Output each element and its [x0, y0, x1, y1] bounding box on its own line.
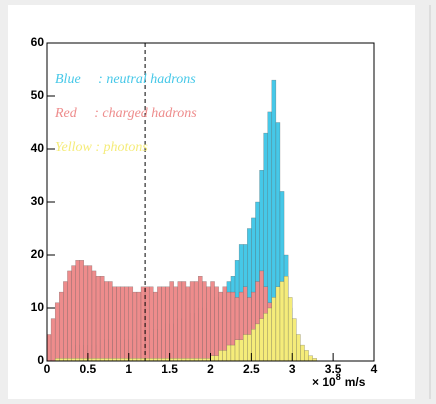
histogram-bar	[108, 281, 113, 362]
histogram-bar	[124, 286, 129, 362]
legend-entry: Blue : neutral hadrons	[55, 72, 196, 87]
histogram-bar	[247, 334, 252, 362]
histogram-bar	[263, 313, 268, 362]
histogram-bar	[59, 291, 64, 362]
histogram-bar	[185, 286, 191, 362]
histogram-bar	[157, 286, 162, 362]
histogram-bar	[91, 270, 97, 362]
histogram-bar	[308, 355, 313, 362]
histogram-bar	[198, 276, 203, 362]
histogram-bar	[128, 286, 134, 362]
histogram-bar	[267, 307, 273, 362]
histogram-bar	[173, 286, 178, 362]
histogram-bar	[292, 318, 297, 362]
histogram-bar	[189, 281, 195, 362]
histogram-bar	[75, 260, 80, 362]
x-tick-label: 3.5	[325, 362, 342, 376]
histogram-bar	[226, 344, 232, 362]
y-tick-label: 10	[31, 300, 45, 314]
histogram-bar	[46, 334, 52, 362]
histogram-bar	[214, 286, 219, 362]
histogram-bar	[234, 339, 240, 362]
histogram-bar	[148, 286, 154, 362]
histogram-bar	[99, 276, 105, 362]
histogram-bar	[210, 355, 215, 362]
histogram-bar	[279, 281, 285, 362]
histogram-bar	[300, 344, 305, 362]
histogram-bar	[259, 318, 264, 362]
x-label-unit: m/s	[345, 375, 366, 389]
y-tick-label: 20	[31, 247, 45, 261]
y-tick-label: 40	[31, 141, 45, 155]
histogram-bar	[218, 350, 223, 362]
histogram-bar	[193, 281, 199, 362]
histogram-bar	[116, 286, 121, 362]
x-tick-label: 0.5	[80, 362, 97, 376]
histogram-bar	[140, 286, 146, 362]
histogram-bar	[222, 350, 228, 362]
histogram-bar	[104, 281, 109, 362]
histogram-bar	[287, 297, 293, 362]
histogram-bar	[95, 276, 101, 362]
histogram-bar	[181, 281, 187, 362]
legend-entry: Yellow : photons	[55, 140, 148, 155]
histogram-bar	[169, 281, 174, 362]
histogram-bar	[210, 281, 215, 362]
histogram-bar	[202, 281, 207, 362]
histogram-bar	[214, 355, 219, 362]
y-tick-label: 60	[31, 35, 45, 49]
x-label-exponent: 8	[336, 372, 341, 382]
histogram-bar	[132, 291, 138, 362]
histogram-bar	[283, 276, 289, 362]
histogram-bar	[153, 291, 158, 362]
histogram-bar	[136, 291, 142, 362]
histogram-bar	[206, 286, 211, 362]
histogram-bar	[50, 318, 56, 362]
histogram-bar	[222, 286, 228, 362]
y-tick-label: 50	[31, 88, 45, 102]
histogram-bar	[242, 334, 248, 362]
histogram-bar	[54, 302, 60, 362]
x-tick-label: 2	[207, 362, 214, 376]
histogram-bar	[112, 286, 117, 362]
histogram-bar	[87, 265, 93, 362]
histogram-bar	[271, 297, 277, 362]
x-tick-label: 1	[125, 362, 132, 376]
x-tick-label: 1.5	[161, 362, 178, 376]
histogram-bar	[304, 350, 309, 362]
histogram-bar	[120, 286, 125, 362]
x-tick-label: 0	[44, 362, 51, 376]
x-tick-label: 4	[371, 362, 378, 376]
histogram-bar	[251, 329, 256, 362]
histogram-bar	[161, 286, 166, 362]
x-label-base: × 10	[312, 375, 336, 389]
histogram-bar	[296, 334, 301, 362]
x-axis-label: × 108 m/s	[312, 372, 366, 389]
y-tick-label: 30	[31, 194, 45, 208]
histogram-bar	[177, 281, 183, 362]
y-tick-label: 0	[37, 353, 44, 367]
histogram-bar	[144, 286, 150, 362]
histogram-bar	[165, 286, 170, 362]
legend-entry: Red : charged hadrons	[54, 106, 197, 121]
histogram-bar	[67, 270, 72, 362]
histogram-bar	[255, 323, 260, 362]
histogram-bar	[230, 344, 236, 362]
x-tick-label: 2.5	[243, 362, 260, 376]
histogram-bar	[83, 265, 89, 362]
histogram-bar	[238, 339, 244, 362]
histogram-bar	[63, 281, 68, 362]
histogram-bar	[79, 260, 84, 362]
histogram-bar	[275, 286, 281, 362]
histogram-bar	[71, 265, 76, 362]
x-tick-label: 3	[289, 362, 296, 376]
